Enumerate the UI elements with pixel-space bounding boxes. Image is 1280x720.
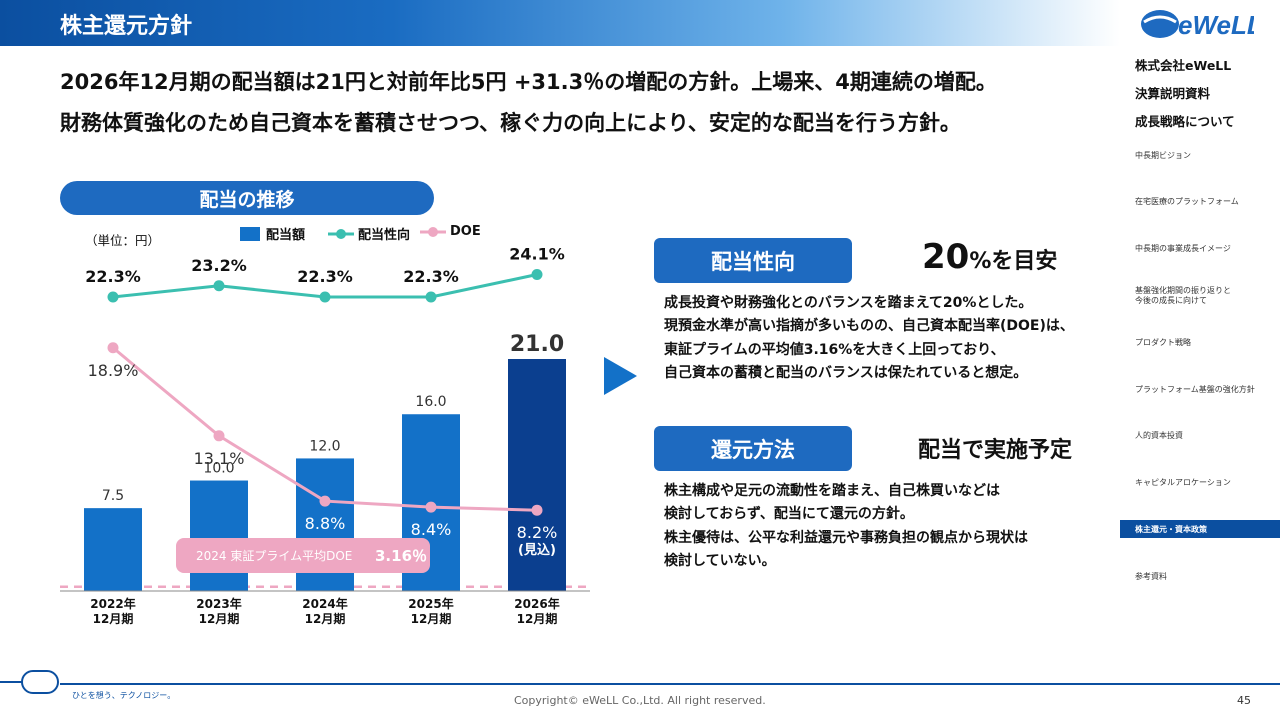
doe-point <box>107 342 119 354</box>
doe-point <box>425 501 437 513</box>
legend-payout: 配当性向 <box>328 224 410 243</box>
doe-value-label: 8.8% <box>305 514 346 533</box>
doe-value-label: 8.2% <box>517 523 558 542</box>
x-tick-label: 12月期 <box>517 611 558 626</box>
reference-label: 2024 東証プライム平均DOE <box>196 549 352 563</box>
payout-value-label: 22.3% <box>85 267 141 286</box>
chart-unit: （単位：円） <box>85 233 161 248</box>
payout-target-number: 20 <box>922 237 970 277</box>
footer-logo-icon <box>0 670 59 694</box>
legend-bar-label: 配当額 <box>266 228 306 243</box>
x-tick-label: 12月期 <box>305 611 346 626</box>
header-bar: 株主還元方針 <box>0 0 1120 46</box>
legend-payout-label: 配当性向 <box>358 228 411 243</box>
return-line: 検討していない。 <box>664 552 776 569</box>
x-tick-label: 12月期 <box>411 611 452 626</box>
payout-line: 東証プライムの平均値3.16%を大きく上回っており、 <box>664 341 1005 358</box>
payout-line: 現預金水準が高い指摘が多いものの、自己資本配当率(DOE)は、 <box>664 318 1074 335</box>
bar-value-label: 7.5 <box>102 488 124 504</box>
copyright: Copyright© eWeLL Co.,Ltd. All right rese… <box>514 694 766 707</box>
payout-text: 成長投資や財務強化とのバランスを踏まえて20%とした。 現預金水準が高い指摘が多… <box>664 292 1074 385</box>
legend-doe: DOE <box>420 224 481 239</box>
sidebar-nav-item[interactable]: 基盤強化期間の振り返りと 今後の成長に向けて <box>1135 286 1231 305</box>
return-method-tag: 還元方法 <box>654 426 852 471</box>
sidebar-doc-title: 決算説明資料 <box>1135 86 1211 101</box>
doe-point <box>213 430 225 442</box>
arrow-right-icon <box>604 357 637 395</box>
footer-tagline: ひとを想う、テクノロジー。 <box>72 691 176 700</box>
bar-value-label: 12.0 <box>309 438 340 454</box>
sidebar-nav-item[interactable]: キャピタルアロケーション <box>1135 478 1231 488</box>
doe-point <box>319 495 331 507</box>
legend-payout-swatch <box>328 228 354 239</box>
x-tick-label: 2024年 <box>302 596 347 611</box>
bar-value-label: 10.0 <box>203 461 234 477</box>
x-tick-label: 12月期 <box>199 611 240 626</box>
reference-value: 3.16％ <box>375 547 427 565</box>
payout-point <box>107 291 119 303</box>
payout-point <box>213 280 225 292</box>
doe-value-label: 18.9% <box>88 361 139 380</box>
doe-value-label: 13.1% <box>194 449 245 468</box>
legend-doe-swatch <box>420 226 446 237</box>
payout-target-text: %を目安 <box>969 249 1058 274</box>
sidebar-nav-item[interactable]: プロダクト戦略 <box>1135 337 1191 347</box>
payout-point <box>319 291 331 303</box>
sidebar-nav-item[interactable]: 中長期の事業成長イメージ <box>1135 244 1231 254</box>
page-number: 45 <box>1237 694 1251 707</box>
payout-target: 20%を目安 <box>922 237 1057 277</box>
legend-bar-swatch <box>240 226 260 241</box>
footer-line <box>60 683 1280 685</box>
payout-point <box>531 269 543 280</box>
sidebar-section: 成長戦略について <box>1135 114 1235 129</box>
payout-value-label: 24.1% <box>509 245 565 264</box>
payout-point <box>425 291 437 303</box>
bar <box>84 508 142 591</box>
headline-line-2: 財務体質強化のため自己資本を蓄積させつつ、稼ぐ力の向上により、安定的な配当を行う… <box>60 111 961 135</box>
return-line: 株主優待は、公平な利益還元や事務負担の観点から現状は <box>664 529 1028 546</box>
return-line: 検討しておらず、配当にて還元の方針。 <box>664 506 914 523</box>
x-tick-label: 12月期 <box>93 611 134 626</box>
payout-line: 成長投資や財務強化とのバランスを踏まえて20%とした。 <box>664 295 1033 311</box>
bar <box>508 359 566 591</box>
sidebar-nav-item[interactable]: プラットフォーム基盤の強化方針 <box>1135 384 1255 394</box>
sidebar-nav: 中長期ビジョン在宅医療のプラットフォーム 中長期の事業成長イメージ基盤強化期間の振… <box>1120 132 1280 600</box>
payout-value-label: 22.3% <box>297 267 353 286</box>
legend-bar: 配当額 <box>240 224 305 243</box>
dividend-chart: 7.510.012.016.021.02022年12月期2023年12月期202… <box>60 245 590 626</box>
page-title: 株主還元方針 <box>60 14 193 39</box>
payout-value-label: 23.2% <box>191 256 247 275</box>
logo-text: eWeLL <box>1178 10 1254 40</box>
legend-doe-label: DOE <box>450 224 481 239</box>
return-line: 株主構成や足元の流動性を踏まえ、自己株買いなどは <box>664 483 1000 499</box>
sidebar-nav-item[interactable]: 人的資本投資 <box>1135 431 1183 441</box>
ewell-logo: eWeLL <box>1141 10 1254 40</box>
payout-tag: 配当性向 <box>654 238 852 283</box>
headline-line-1: 2026年12月期の配当額は21円と対前年比5円 +31.3％の増配の方針。上場… <box>60 70 997 94</box>
forecast-note: (見込) <box>518 542 556 558</box>
x-tick-label: 2022年 <box>90 596 135 611</box>
sidebar-nav-item[interactable]: 中長期ビジョン <box>1135 150 1191 160</box>
return-method-text: 株主構成や足元の流動性を踏まえ、自己株買いなどは 検討しておらず、配当にて還元の… <box>664 480 1028 573</box>
sidebar-nav-item[interactable]: 参考資料 <box>1135 571 1167 581</box>
payout-value-label: 22.3% <box>403 267 459 286</box>
bar-value-label: 21.0 <box>510 332 564 357</box>
doe-point <box>531 504 543 516</box>
x-tick-label: 2026年 <box>514 596 559 611</box>
x-tick-label: 2025年 <box>408 596 453 611</box>
reference-pill <box>176 538 430 573</box>
payout-line: 自己資本の蓄積と配当のバランスは保たれていると想定。 <box>664 364 1028 381</box>
sidebar-company: 株式会社eWeLL <box>1135 58 1232 73</box>
sidebar-nav-item[interactable]: 株主還元・資本政策 <box>1120 520 1280 539</box>
bar <box>190 480 248 591</box>
bar-value-label: 16.0 <box>415 394 446 410</box>
chart-title: 配当の推移 <box>60 181 434 215</box>
x-tick-label: 2023年 <box>196 596 241 611</box>
return-method-aside: 配当で実施予定 <box>918 438 1073 463</box>
sidebar-nav-item[interactable]: 在宅医療のプラットフォーム <box>1135 197 1239 207</box>
doe-value-label: 8.4% <box>411 520 452 539</box>
